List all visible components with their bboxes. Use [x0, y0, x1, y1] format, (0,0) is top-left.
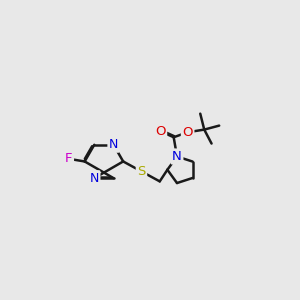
Text: O: O: [182, 126, 193, 139]
Text: S: S: [137, 165, 146, 178]
Text: N: N: [90, 172, 99, 184]
Text: O: O: [155, 125, 166, 138]
Text: N: N: [109, 138, 118, 151]
Text: N: N: [172, 150, 182, 163]
Text: F: F: [65, 152, 73, 165]
